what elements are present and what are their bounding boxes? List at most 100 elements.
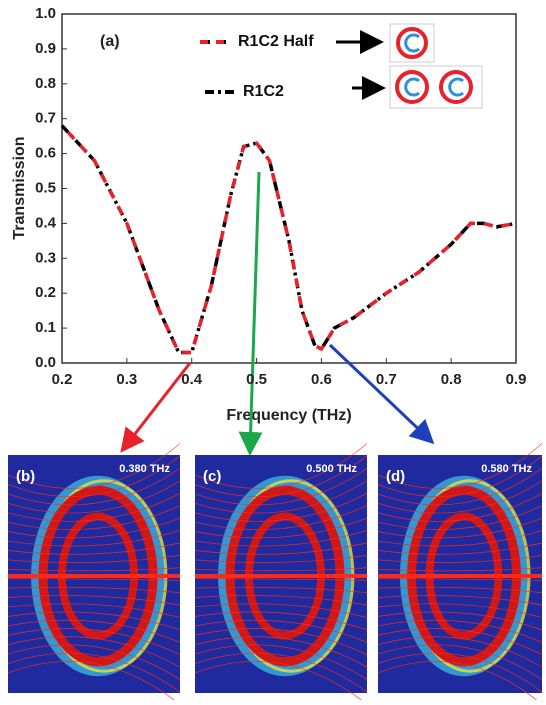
field-line bbox=[7, 644, 181, 680]
field-line bbox=[194, 443, 368, 489]
panel-frequency: 0.500 THz bbox=[306, 463, 357, 475]
field-line bbox=[377, 443, 543, 489]
arrow bbox=[120, 362, 192, 453]
icon-half bbox=[389, 23, 435, 63]
field-line bbox=[377, 492, 543, 522]
field-line bbox=[7, 468, 181, 506]
y-tick-label: 0.9 bbox=[35, 40, 56, 57]
field-panel: (d) 0.580 THz bbox=[377, 443, 543, 705]
x-tick-label: 0.3 bbox=[116, 371, 137, 388]
field-line bbox=[194, 628, 368, 656]
y-tick-label: 0.6 bbox=[35, 145, 56, 162]
field-line bbox=[194, 603, 368, 618]
legend-label: R1C2 Half bbox=[238, 33, 314, 50]
field-line bbox=[7, 505, 181, 531]
y-tick-label: 0.1 bbox=[35, 319, 56, 336]
field-line bbox=[194, 554, 368, 563]
x-tick-label: 0.8 bbox=[441, 371, 462, 388]
field-line bbox=[7, 492, 181, 522]
field-line bbox=[377, 636, 543, 668]
field-line bbox=[7, 567, 181, 572]
y-axis-label: Transmission bbox=[11, 136, 28, 239]
field-line bbox=[377, 578, 543, 581]
field-line bbox=[7, 603, 181, 618]
arrow bbox=[328, 343, 435, 445]
field-line bbox=[194, 611, 368, 631]
field-line bbox=[7, 530, 181, 547]
field-line bbox=[377, 567, 543, 572]
field-line bbox=[194, 542, 368, 555]
x-axis-label: Frequency (THz) bbox=[226, 407, 351, 424]
field-line bbox=[377, 603, 543, 618]
x-tick-label: 0.6 bbox=[311, 371, 332, 388]
field-line bbox=[7, 578, 181, 581]
field-line bbox=[7, 586, 181, 594]
field-line bbox=[194, 595, 368, 606]
field-line bbox=[194, 578, 368, 581]
field-line bbox=[194, 455, 368, 498]
series-line bbox=[60, 124, 517, 355]
field-line bbox=[377, 505, 543, 531]
field-line bbox=[7, 619, 181, 643]
field-line bbox=[377, 517, 543, 539]
field-line bbox=[7, 652, 181, 693]
y-tick-label: 0.7 bbox=[35, 110, 56, 127]
field-line bbox=[377, 530, 543, 547]
field-line bbox=[7, 661, 181, 705]
x-tick-label: 0.9 bbox=[506, 371, 527, 388]
y-tick-label: 0.3 bbox=[35, 249, 56, 266]
y-tick-label: 0.4 bbox=[35, 214, 57, 231]
field-line bbox=[7, 517, 181, 539]
field-line bbox=[194, 567, 368, 572]
y-tick-label: 0.8 bbox=[35, 75, 56, 92]
x-tick-label: 0.2 bbox=[52, 371, 73, 388]
field-line bbox=[377, 595, 543, 606]
y-tick-label: 0.2 bbox=[35, 284, 56, 301]
y-tick-label: 0.0 bbox=[35, 354, 56, 371]
field-line bbox=[194, 468, 368, 506]
field-line bbox=[7, 636, 181, 668]
legend-label: R1C2 bbox=[243, 83, 284, 100]
field-line bbox=[377, 652, 543, 693]
field-line bbox=[194, 492, 368, 522]
series-line bbox=[60, 124, 517, 355]
field-line bbox=[7, 455, 181, 498]
field-line bbox=[377, 542, 543, 555]
field-line bbox=[377, 586, 543, 594]
y-tick-label: 0.5 bbox=[35, 179, 56, 196]
icon-full bbox=[389, 65, 483, 109]
field-panel: (b) 0.380 THz bbox=[7, 443, 181, 705]
field-panel: (c) 0.500 THz bbox=[194, 443, 368, 705]
field-line bbox=[377, 628, 543, 656]
panel-a-label: (a) bbox=[100, 33, 120, 50]
field-line bbox=[377, 611, 543, 631]
field-line bbox=[194, 517, 368, 539]
field-line bbox=[377, 644, 543, 680]
panel-label: (b) bbox=[16, 468, 35, 485]
panel-label: (d) bbox=[386, 468, 405, 485]
field-line bbox=[194, 644, 368, 680]
field-line bbox=[194, 661, 368, 705]
field-line bbox=[7, 443, 181, 489]
panel-frequency: 0.380 THz bbox=[119, 463, 170, 475]
field-line bbox=[377, 468, 543, 506]
field-line bbox=[194, 480, 368, 514]
field-line bbox=[377, 480, 543, 514]
field-line bbox=[7, 542, 181, 555]
field-line bbox=[194, 619, 368, 643]
field-line bbox=[194, 652, 368, 693]
field-line bbox=[7, 595, 181, 606]
field-line bbox=[7, 554, 181, 563]
field-line bbox=[194, 530, 368, 547]
field-line bbox=[7, 628, 181, 656]
field-line bbox=[194, 505, 368, 531]
field-line bbox=[377, 661, 543, 705]
field-line bbox=[377, 455, 543, 498]
field-line bbox=[7, 480, 181, 514]
field-line bbox=[377, 619, 543, 643]
arrow bbox=[238, 171, 263, 456]
x-tick-label: 0.7 bbox=[376, 371, 397, 388]
field-line bbox=[194, 636, 368, 668]
x-tick-label: 0.4 bbox=[181, 371, 203, 388]
